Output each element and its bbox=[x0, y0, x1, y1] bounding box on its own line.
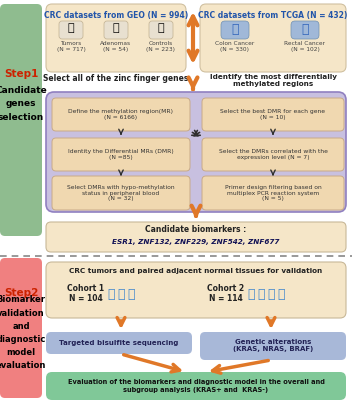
Text: CRC tumors and paired adjacent normal tissues for validation: CRC tumors and paired adjacent normal ti… bbox=[69, 268, 323, 274]
FancyBboxPatch shape bbox=[0, 4, 42, 236]
Text: 📋: 📋 bbox=[158, 23, 164, 33]
Text: 📋: 📋 bbox=[68, 23, 74, 33]
Text: 🧍: 🧍 bbox=[127, 288, 135, 301]
Text: 🗄: 🗄 bbox=[231, 23, 239, 36]
Text: ESR1, ZNF132, ZNF229, ZNF542, ZNF677: ESR1, ZNF132, ZNF229, ZNF542, ZNF677 bbox=[112, 239, 280, 245]
FancyBboxPatch shape bbox=[291, 21, 319, 39]
FancyBboxPatch shape bbox=[46, 332, 192, 354]
Text: Identify the most differentially
methylated regions: Identify the most differentially methyla… bbox=[209, 74, 337, 87]
Text: Biomarker
validation
and
diagnostic
model
evaluation: Biomarker validation and diagnostic mode… bbox=[0, 296, 46, 370]
Text: Candidate
genes
selection: Candidate genes selection bbox=[0, 86, 47, 122]
Text: Genetic alterations
(KRAS, NRAS, BRAF): Genetic alterations (KRAS, NRAS, BRAF) bbox=[233, 340, 313, 352]
FancyBboxPatch shape bbox=[46, 92, 346, 212]
FancyBboxPatch shape bbox=[59, 21, 83, 39]
FancyBboxPatch shape bbox=[200, 4, 346, 72]
Text: Evaluation of the biomarkers and diagnostic model in the overall and
subgroup an: Evaluation of the biomarkers and diagnos… bbox=[68, 379, 325, 393]
FancyBboxPatch shape bbox=[46, 222, 346, 252]
Text: CRC datasets from GEO (N = 994): CRC datasets from GEO (N = 994) bbox=[44, 11, 188, 20]
Text: CRC datasets from TCGA (N = 432): CRC datasets from TCGA (N = 432) bbox=[198, 11, 348, 20]
Text: Targeted bisulfite sequencing: Targeted bisulfite sequencing bbox=[59, 340, 179, 346]
Text: Cohort 1
N = 104: Cohort 1 N = 104 bbox=[68, 284, 105, 303]
Text: 🧍: 🧍 bbox=[267, 288, 275, 301]
FancyBboxPatch shape bbox=[0, 258, 42, 398]
Text: 🧍: 🧍 bbox=[257, 288, 265, 301]
Text: Select DMRs with hypo-methylation
status in peripheral blood
(N = 32): Select DMRs with hypo-methylation status… bbox=[67, 185, 175, 201]
FancyBboxPatch shape bbox=[104, 21, 128, 39]
Text: Step1: Step1 bbox=[4, 69, 38, 79]
FancyBboxPatch shape bbox=[52, 138, 190, 171]
Text: Rectal Cancer
(N = 102): Rectal Cancer (N = 102) bbox=[284, 41, 326, 52]
FancyBboxPatch shape bbox=[202, 138, 344, 171]
FancyBboxPatch shape bbox=[202, 176, 344, 210]
Text: Define the methylation region(MR)
(N = 6166): Define the methylation region(MR) (N = 6… bbox=[69, 109, 174, 120]
FancyBboxPatch shape bbox=[52, 98, 190, 131]
FancyBboxPatch shape bbox=[200, 332, 346, 360]
FancyBboxPatch shape bbox=[46, 262, 346, 318]
Text: 🧍: 🧍 bbox=[107, 288, 115, 301]
Text: Select all of the zinc finger genes: Select all of the zinc finger genes bbox=[43, 74, 189, 83]
Text: Candidate biomarkers :: Candidate biomarkers : bbox=[145, 226, 247, 234]
Text: Tumors
(N = 717): Tumors (N = 717) bbox=[57, 41, 86, 52]
Text: 🧍: 🧍 bbox=[117, 288, 125, 301]
Text: Cohort 2
N = 114: Cohort 2 N = 114 bbox=[207, 284, 245, 303]
Text: 📋: 📋 bbox=[113, 23, 119, 33]
Text: 🗄: 🗄 bbox=[301, 23, 309, 36]
Text: Controls
(N = 223): Controls (N = 223) bbox=[146, 41, 176, 52]
FancyBboxPatch shape bbox=[52, 176, 190, 210]
FancyBboxPatch shape bbox=[149, 21, 173, 39]
Text: Select the DMRs correlated with the
expression level (N = 7): Select the DMRs correlated with the expr… bbox=[219, 149, 327, 160]
Text: Colon Cancer
(N = 330): Colon Cancer (N = 330) bbox=[215, 41, 254, 52]
FancyBboxPatch shape bbox=[202, 98, 344, 131]
FancyBboxPatch shape bbox=[221, 21, 249, 39]
Text: Step2: Step2 bbox=[4, 288, 38, 298]
Text: Primer design filtering based on
multiplex PCR reaction system
(N = 5): Primer design filtering based on multipl… bbox=[225, 185, 321, 201]
Text: 🧍: 🧍 bbox=[277, 288, 285, 301]
Text: Select the best DMR for each gene
(N = 10): Select the best DMR for each gene (N = 1… bbox=[220, 109, 326, 120]
FancyBboxPatch shape bbox=[46, 372, 346, 400]
Text: Identity the Differential MRs (DMR)
(N =85): Identity the Differential MRs (DMR) (N =… bbox=[68, 149, 174, 160]
Text: Adenomas
(N = 54): Adenomas (N = 54) bbox=[100, 41, 132, 52]
Text: 🧍: 🧍 bbox=[247, 288, 255, 301]
FancyBboxPatch shape bbox=[46, 4, 186, 72]
